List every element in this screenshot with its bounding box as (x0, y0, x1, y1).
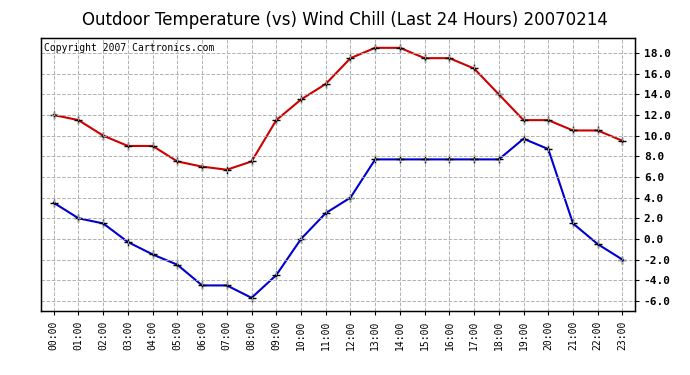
Text: Outdoor Temperature (vs) Wind Chill (Last 24 Hours) 20070214: Outdoor Temperature (vs) Wind Chill (Las… (82, 11, 608, 29)
Text: Copyright 2007 Cartronics.com: Copyright 2007 Cartronics.com (44, 43, 215, 53)
